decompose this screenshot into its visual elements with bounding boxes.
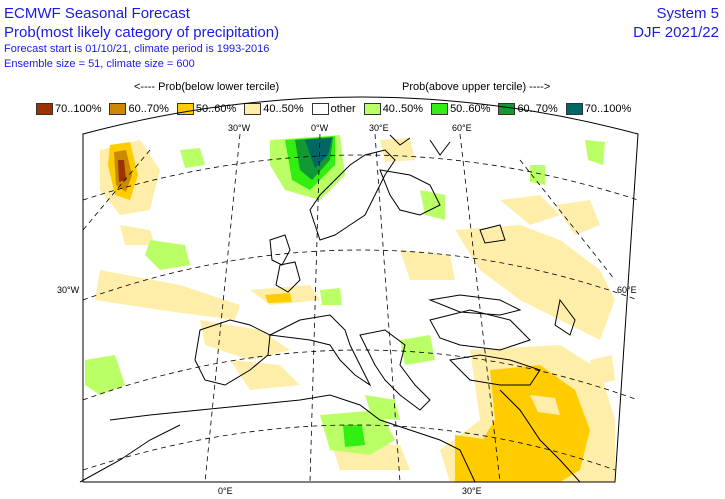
legend-swatch bbox=[36, 103, 53, 115]
shade-below-70 bbox=[118, 160, 126, 182]
legend-swatch bbox=[431, 103, 449, 115]
map-title: ECMWF Seasonal Forecast bbox=[4, 5, 190, 22]
legend-label: 40..50% bbox=[263, 103, 304, 115]
map-frame bbox=[82, 96, 639, 483]
legend-label: 70..100% bbox=[584, 103, 632, 115]
legend-label: 60..70% bbox=[517, 103, 558, 115]
legend-item: other bbox=[311, 103, 356, 115]
legend-item: 50..60% bbox=[431, 103, 490, 115]
label-top-30e: 30°E bbox=[369, 123, 389, 133]
probability-shading bbox=[85, 135, 615, 482]
legend-label: other bbox=[330, 103, 356, 115]
label-top-0w: 0°W bbox=[311, 123, 329, 133]
label-left-30w: 30°W bbox=[57, 285, 80, 295]
season-label: DJF 2021/22 bbox=[633, 24, 719, 41]
legend-above-label: Prob(above upper tercile) ----> bbox=[402, 81, 551, 93]
coastlines bbox=[79, 134, 581, 483]
forecast-info: Forecast start is 01/10/21, climate peri… bbox=[4, 43, 270, 55]
legend-swatch bbox=[109, 103, 127, 115]
label-bottom-0e: 0°E bbox=[218, 486, 233, 496]
legend-label: 40..50% bbox=[382, 103, 424, 115]
legend-label: 50..60% bbox=[450, 103, 491, 115]
above-tercile-areas bbox=[85, 135, 605, 455]
legend: 70..100% 60..70% 50..60% 40..50% other 40..50… bbox=[36, 103, 639, 115]
legend-label: 60..70% bbox=[128, 103, 169, 115]
legend-swatch bbox=[244, 103, 262, 115]
label-bottom-30e: 30°E bbox=[462, 486, 482, 496]
label-top-60e: 60°E bbox=[452, 123, 472, 133]
legend-item: 40..50% bbox=[244, 103, 304, 115]
ensemble-info: Ensemble size = 51, climate size = 600 bbox=[4, 58, 195, 70]
legend-item: 40..50% bbox=[363, 103, 424, 115]
legend-swatch bbox=[311, 103, 329, 115]
legend-swatch bbox=[565, 103, 583, 115]
label-top-30w: 30°W bbox=[228, 123, 251, 133]
legend-item: 70..100% bbox=[36, 103, 101, 115]
below-tercile-areas bbox=[95, 138, 615, 482]
legend-below-label: <---- Prob(below lower tercile) bbox=[134, 81, 280, 93]
legend-item: 60..70% bbox=[498, 103, 558, 115]
legend-label: 70..100% bbox=[55, 103, 102, 115]
legend-swatch bbox=[498, 103, 516, 115]
legend-item: 70..100% bbox=[565, 103, 632, 115]
map-subtitle: Prob(most likely category of precipitati… bbox=[4, 24, 280, 41]
legend-swatch bbox=[363, 103, 381, 115]
graticule bbox=[82, 133, 639, 483]
system-label: System 5 bbox=[656, 5, 719, 22]
label-right-60e: 60°E bbox=[617, 285, 637, 295]
legend-item: 60..70% bbox=[109, 103, 169, 115]
